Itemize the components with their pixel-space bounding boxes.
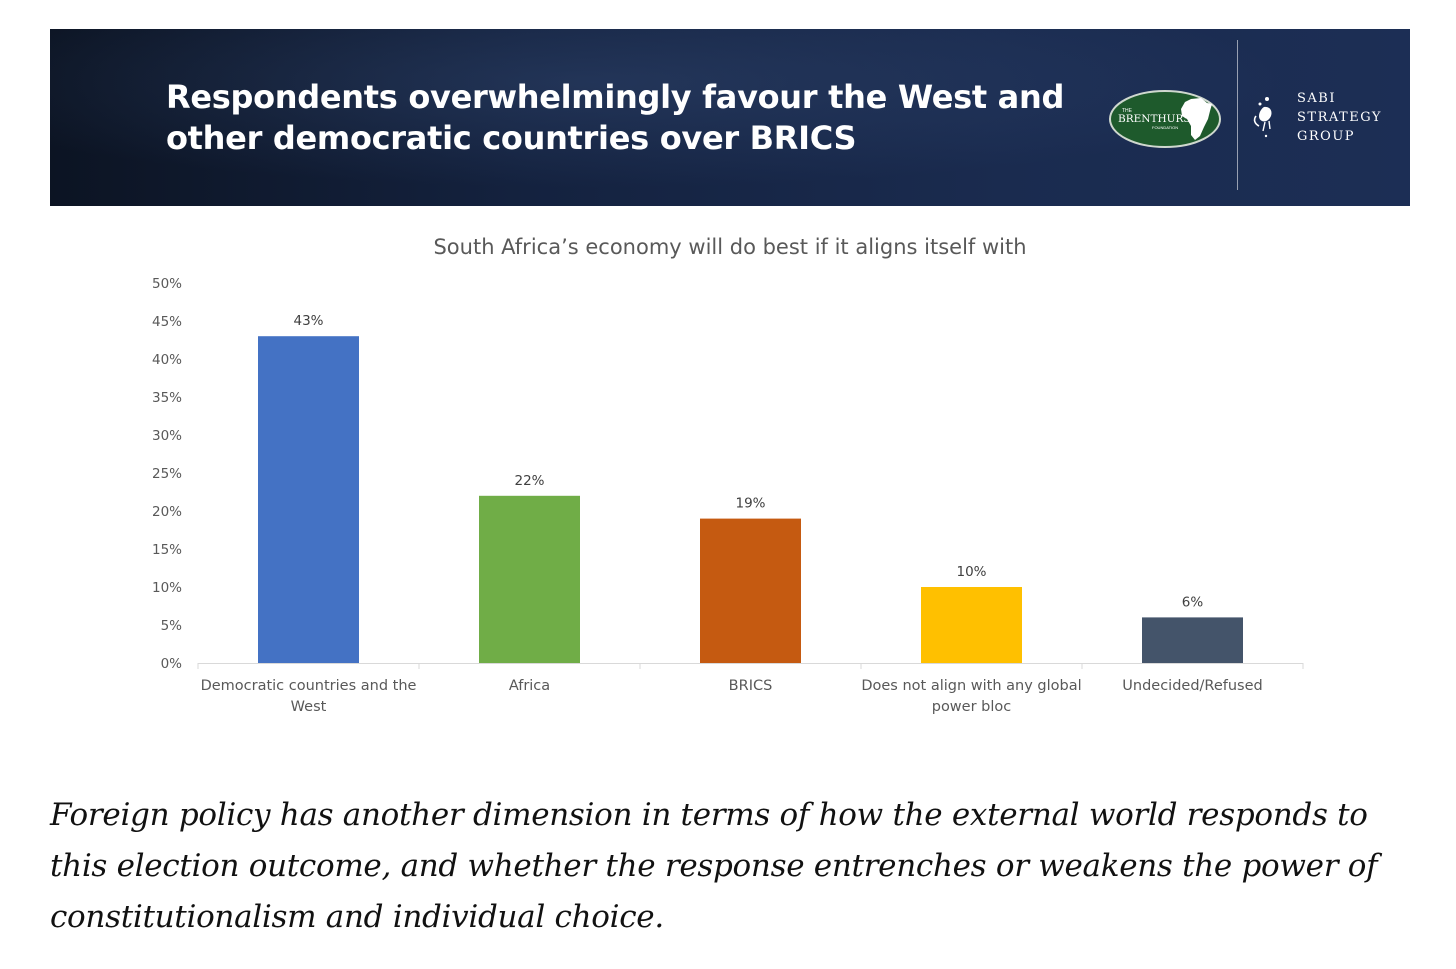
x-category-label: BRICS bbox=[729, 678, 773, 694]
y-tick-label: 20% bbox=[152, 504, 182, 520]
bar bbox=[258, 336, 359, 663]
caption-paragraph: Foreign policy has another dimension in … bbox=[50, 797, 1378, 935]
y-tick-label: 35% bbox=[152, 390, 182, 406]
y-tick-label: 25% bbox=[152, 466, 182, 482]
bar bbox=[479, 495, 580, 663]
brenthurst-small-bottom: FOUNDATION bbox=[1152, 125, 1178, 130]
bar-value-label: 22% bbox=[514, 473, 544, 489]
chart-title: South Africa’s economy will do best if i… bbox=[433, 235, 1027, 259]
y-tick-label: 40% bbox=[152, 352, 182, 368]
x-category-label: power bloc bbox=[932, 699, 1012, 715]
sabi-line3: GROUP bbox=[1297, 129, 1356, 144]
bar-value-label: 19% bbox=[735, 496, 765, 512]
y-tick-label: 30% bbox=[152, 428, 182, 444]
page-title: Respondents overwhelmingly favour the We… bbox=[166, 77, 1066, 159]
page-title-line1: Respondents overwhelmingly favour the We… bbox=[166, 78, 1065, 116]
x-category-label: Undecided/Refused bbox=[1122, 678, 1262, 694]
sabi-bird-icon bbox=[1253, 97, 1272, 138]
bar-value-label: 43% bbox=[293, 313, 323, 329]
y-tick-label: 50% bbox=[152, 276, 182, 292]
x-category-label: Does not align with any global bbox=[861, 678, 1081, 694]
y-tick-label: 45% bbox=[152, 314, 182, 330]
x-category-label: West bbox=[291, 699, 327, 715]
page-title-line2: other democratic countries over BRICS bbox=[166, 119, 857, 157]
africa-map-icon bbox=[1181, 98, 1212, 140]
header-banner: Respondents overwhelmingly favour the We… bbox=[50, 29, 1410, 206]
bar bbox=[700, 518, 801, 663]
bar bbox=[921, 587, 1022, 663]
y-tick-label: 5% bbox=[161, 618, 183, 634]
sabi-strategy-group-logo: SABI STRATEGY GROUP bbox=[1297, 89, 1382, 146]
bar bbox=[1142, 617, 1243, 663]
bar-value-label: 6% bbox=[1182, 594, 1204, 610]
brenthurst-name: BRENTHURST bbox=[1118, 113, 1198, 125]
sabi-line1: SABI bbox=[1297, 91, 1336, 106]
y-tick-label: 15% bbox=[152, 542, 182, 558]
y-tick-label: 0% bbox=[161, 656, 183, 672]
logo-divider bbox=[1237, 40, 1238, 190]
bar-chart: 0% 5% 10% 15% 20% 25% 30% 35% 40% 45% 50% 43% Democr… bbox=[152, 276, 1304, 715]
y-tick-label: 10% bbox=[152, 580, 182, 596]
bar-value-label: 10% bbox=[956, 564, 986, 580]
x-category-label: Africa bbox=[509, 678, 550, 694]
x-category-label: Democratic countries and the bbox=[201, 678, 417, 694]
brenthurst-small-top: THE bbox=[1122, 108, 1133, 114]
sabi-line2: STRATEGY bbox=[1297, 110, 1382, 125]
brenthurst-foundation-logo: THE BRENTHURST FOUNDATION bbox=[1109, 90, 1221, 148]
